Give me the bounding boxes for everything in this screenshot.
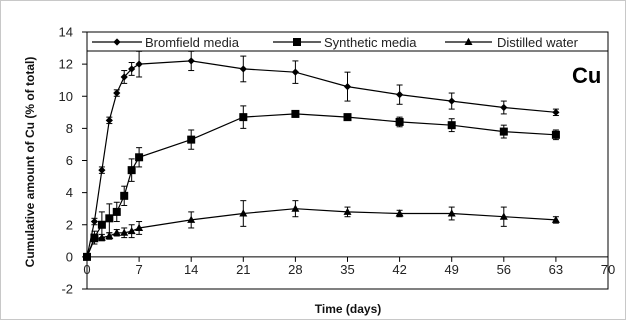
legend-marker bbox=[293, 38, 301, 46]
series-distilled-water bbox=[83, 200, 560, 260]
y-tick-label: 2 bbox=[66, 217, 73, 232]
panel-label: Cu bbox=[572, 63, 601, 88]
y-tick-label: 8 bbox=[66, 121, 73, 136]
y-tick-label: 14 bbox=[59, 25, 73, 40]
data-point bbox=[239, 209, 248, 217]
y-axis-label: Cumulative amount of Cu (% of total) bbox=[23, 57, 37, 268]
data-point bbox=[83, 252, 91, 260]
legend: Bromfield media Synthetic media Distilled … bbox=[86, 31, 609, 52]
data-point bbox=[551, 215, 560, 223]
data-point bbox=[291, 109, 300, 118]
data-point bbox=[120, 228, 129, 236]
data-point bbox=[105, 214, 114, 223]
y-tick-label: -2 bbox=[61, 282, 73, 297]
legend-item: Bromfield media bbox=[92, 35, 240, 50]
data-point bbox=[395, 209, 404, 217]
x-tick-label: 35 bbox=[340, 262, 354, 277]
x-axis-label: Time (days) bbox=[315, 302, 381, 316]
data-point bbox=[552, 108, 560, 116]
series-bromfield-media bbox=[83, 50, 560, 261]
legend-marker bbox=[113, 38, 121, 46]
data-point bbox=[120, 73, 128, 81]
legend-label: Synthetic media bbox=[324, 35, 417, 50]
y-tick-label: 6 bbox=[66, 153, 73, 168]
legend-marker bbox=[464, 37, 473, 45]
data-point bbox=[127, 166, 136, 175]
x-tick-label: 7 bbox=[135, 262, 142, 277]
data-point bbox=[105, 116, 113, 124]
data-point bbox=[343, 113, 352, 122]
data-point bbox=[135, 223, 144, 231]
data-point bbox=[551, 130, 560, 139]
data-point bbox=[120, 191, 129, 200]
data-point bbox=[128, 65, 136, 73]
legend-item: Distilled water bbox=[445, 35, 579, 50]
data-point bbox=[291, 204, 300, 212]
data-point bbox=[97, 220, 106, 229]
series-line bbox=[86, 208, 556, 258]
data-point bbox=[90, 235, 99, 243]
data-point bbox=[396, 91, 404, 99]
data-point bbox=[135, 153, 144, 162]
data-point bbox=[447, 209, 456, 217]
series-line bbox=[86, 60, 556, 258]
y-tick-label: 0 bbox=[66, 249, 73, 264]
x-tick-label: 0 bbox=[83, 262, 90, 277]
data-point bbox=[239, 65, 247, 73]
axes: 0 7 14 21 28 35 42 49 56 63 70 -2 0 2 4 6 8 10 12 14 bbox=[59, 25, 616, 297]
data-point bbox=[500, 103, 508, 112]
data-point bbox=[187, 215, 196, 223]
x-tick-label: 49 bbox=[444, 262, 458, 277]
data-point bbox=[447, 121, 456, 130]
data-point bbox=[127, 226, 136, 235]
x-tick-label: 14 bbox=[184, 262, 198, 277]
x-tick-label: 56 bbox=[497, 262, 511, 277]
legend-label: Distilled water bbox=[497, 35, 579, 50]
data-point bbox=[187, 135, 196, 144]
x-tick-label: 42 bbox=[392, 262, 406, 277]
data-point bbox=[112, 228, 121, 236]
x-tick-label: 63 bbox=[549, 262, 563, 277]
data-point bbox=[90, 217, 99, 226]
data-point bbox=[499, 212, 508, 220]
data-point bbox=[97, 233, 106, 241]
data-point bbox=[291, 68, 299, 76]
series-group bbox=[83, 50, 560, 261]
legend-box bbox=[86, 31, 609, 52]
legend-label: Bromfield media bbox=[145, 35, 240, 50]
y-tick-label: 10 bbox=[59, 89, 73, 104]
data-point bbox=[135, 60, 143, 68]
data-point bbox=[343, 83, 352, 91]
x-tick-label: 70 bbox=[601, 262, 615, 277]
data-point bbox=[187, 57, 195, 65]
data-point bbox=[113, 89, 121, 97]
y-tick-label: 4 bbox=[66, 185, 73, 200]
data-point bbox=[239, 113, 248, 122]
legend-item: Synthetic media bbox=[273, 35, 417, 50]
data-point bbox=[499, 127, 508, 136]
x-tick-label: 28 bbox=[288, 262, 302, 277]
y-tick-label: 12 bbox=[59, 57, 73, 72]
data-point bbox=[105, 231, 114, 239]
data-point bbox=[395, 117, 404, 126]
data-point bbox=[448, 97, 456, 105]
data-point bbox=[343, 207, 352, 215]
x-tick-label: 21 bbox=[236, 262, 250, 277]
data-point bbox=[112, 207, 121, 216]
data-point bbox=[98, 166, 106, 174]
